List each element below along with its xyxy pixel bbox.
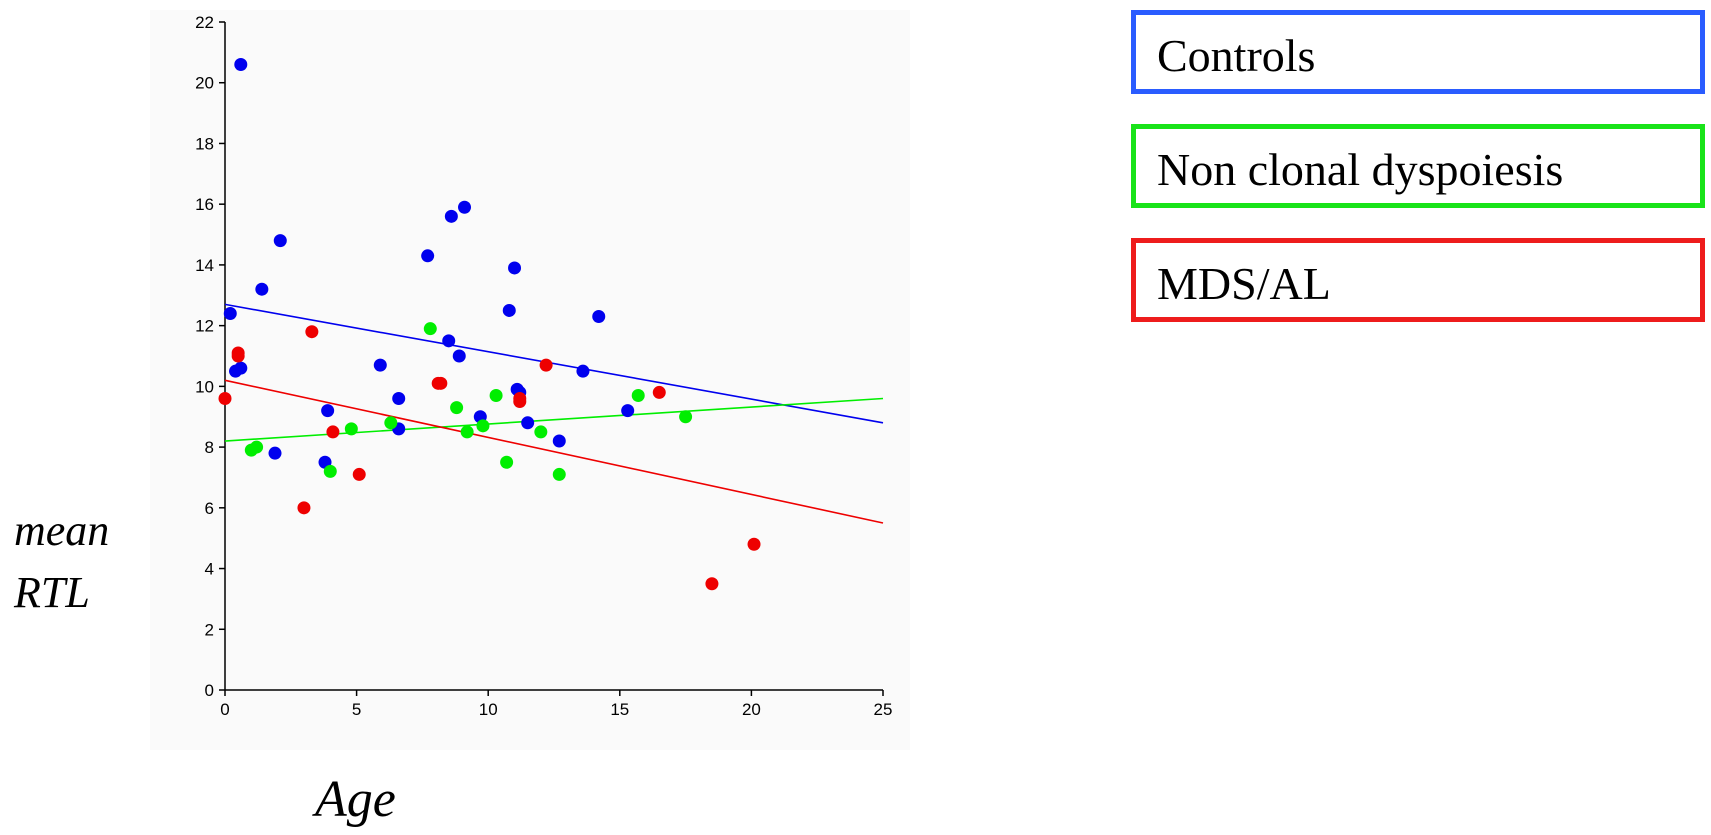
data-point-1 [450, 401, 464, 415]
data-point-2 [231, 349, 245, 363]
data-point-0 [255, 282, 269, 296]
data-point-0 [502, 303, 516, 317]
legend-label-controls: Controls [1157, 30, 1316, 81]
legend-item-non-clonal-dyspoiesis: Non clonal dyspoiesis [1131, 124, 1705, 208]
x-tick-label: 20 [742, 700, 761, 719]
data-point-0 [442, 334, 456, 348]
trend-line-2 [224, 379, 884, 524]
y-tick-label: 4 [205, 560, 214, 579]
y-axis-ticks: 0 2 4 6 8 10 12 14 16 18 20 22 [195, 13, 225, 700]
data-point-2 [352, 467, 366, 481]
legend-label-mds-al: MDS/AL [1157, 258, 1331, 309]
y-axis-label-line-1: mean [14, 506, 110, 555]
data-point-2 [297, 501, 311, 515]
data-point-1 [323, 464, 337, 478]
data-point-1 [631, 388, 645, 402]
data-point-1 [460, 425, 474, 439]
data-point-1 [534, 425, 548, 439]
y-axis-label-line-2: RTL [14, 568, 90, 617]
data-point-2 [705, 577, 719, 591]
data-point-2 [539, 358, 553, 372]
x-tick-label: 25 [874, 700, 893, 719]
data-point-1 [679, 410, 693, 424]
data-point-2 [513, 395, 527, 409]
data-point-0 [621, 404, 635, 418]
x-tick-label: 5 [352, 700, 361, 719]
plot-background [150, 10, 910, 750]
data-point-0 [234, 361, 248, 375]
y-tick-label: 14 [195, 256, 214, 275]
data-point-0 [268, 446, 282, 460]
data-point-0 [421, 249, 435, 263]
data-point-1 [500, 455, 514, 469]
x-axis-ticks: 0 5 10 15 20 25 [220, 690, 892, 719]
y-tick-label: 16 [195, 195, 214, 214]
data-point-2 [305, 325, 319, 339]
x-tick-label: 15 [610, 700, 629, 719]
y-tick-label: 6 [205, 499, 214, 518]
data-point-1 [344, 422, 358, 436]
data-point-1 [489, 388, 503, 402]
data-points [218, 58, 761, 591]
data-point-2 [747, 537, 761, 551]
x-axis-label: Age [315, 771, 396, 828]
data-point-0 [321, 404, 335, 418]
y-tick-label: 22 [195, 13, 214, 32]
data-point-0 [508, 261, 522, 275]
data-point-2 [652, 385, 666, 399]
data-point-1 [384, 416, 398, 430]
data-point-0 [458, 200, 472, 214]
data-point-0 [521, 416, 535, 430]
data-point-1 [476, 419, 490, 433]
legend-item-controls: Controls [1131, 10, 1705, 94]
legend-item-mds-al: MDS/AL [1131, 238, 1705, 322]
data-point-0 [444, 209, 458, 223]
data-point-0 [223, 306, 237, 320]
x-tick-label: 10 [479, 700, 498, 719]
legend-label-non-clonal-dyspoiesis: Non clonal dyspoiesis [1157, 144, 1564, 195]
trend-line-0 [224, 303, 884, 424]
data-point-0 [552, 434, 566, 448]
data-point-1 [552, 467, 566, 481]
data-point-0 [452, 349, 466, 363]
data-point-1 [250, 440, 264, 454]
data-point-0 [234, 58, 248, 72]
y-tick-label: 8 [205, 438, 214, 457]
y-axis-label: mean RTL [14, 500, 109, 624]
x-tick-label: 0 [220, 700, 229, 719]
y-tick-label: 12 [195, 317, 214, 336]
data-point-2 [326, 425, 340, 439]
data-point-0 [273, 234, 287, 248]
data-point-2 [218, 392, 232, 406]
y-tick-label: 0 [205, 681, 214, 700]
data-point-2 [434, 376, 448, 390]
data-point-0 [392, 392, 406, 406]
data-point-0 [373, 358, 387, 372]
data-point-1 [423, 322, 437, 336]
y-tick-label: 20 [195, 74, 214, 93]
y-tick-label: 18 [195, 134, 214, 153]
data-point-0 [592, 310, 606, 324]
y-tick-label: 2 [205, 620, 214, 639]
data-point-0 [576, 364, 590, 378]
y-tick-label: 10 [195, 377, 214, 396]
